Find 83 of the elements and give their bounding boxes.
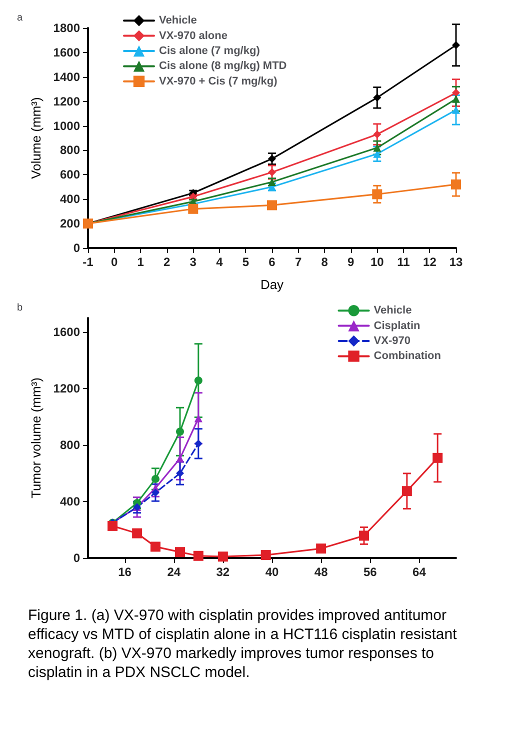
chart-title: b: [17, 302, 23, 314]
legend-label: Combination: [374, 350, 442, 362]
point: [372, 189, 382, 200]
point: [373, 130, 382, 138]
x-tick-label: 56: [363, 565, 378, 579]
x-tick-label: 48: [314, 565, 328, 579]
legend-label: VX-970 alone: [159, 30, 228, 42]
point: [151, 488, 160, 497]
point: [193, 550, 204, 561]
y-tick-label: 0: [73, 241, 80, 255]
x-tick-label: 12: [423, 255, 437, 269]
y-tick-label: 1200: [53, 94, 80, 108]
legend-label: Cisplatin: [374, 320, 421, 332]
point: [194, 414, 202, 422]
x-tick-label: -1: [82, 255, 94, 269]
point: [432, 452, 443, 463]
point: [150, 542, 160, 552]
point: [402, 486, 412, 496]
point: [108, 520, 118, 531]
x-tick-label: 32: [216, 565, 230, 579]
x-tick-label: 13: [449, 255, 463, 269]
x-tick-label: 8: [321, 255, 328, 269]
legend-label: Cis alone (7 mg/kg): [159, 45, 260, 57]
legend-label: Vehicle: [159, 14, 197, 27]
y-tick-label: 1800: [53, 21, 80, 35]
y-tick-label: 1000: [53, 118, 80, 133]
y-axis-title: Volume (mm³): [28, 97, 44, 179]
point: [194, 376, 202, 385]
y-tick-label: 1200: [53, 382, 80, 396]
x-tick-label: 7: [294, 255, 302, 269]
y-tick-label: 800: [60, 143, 80, 158]
point: [452, 94, 460, 103]
point: [373, 144, 382, 152]
x-tick-label: 6: [268, 255, 276, 269]
point: [359, 530, 369, 541]
point: [194, 440, 202, 448]
y-tick-label: 800: [60, 438, 80, 452]
point: [132, 528, 142, 538]
y-tick-label: 600: [60, 168, 80, 182]
y-tick-label: 400: [60, 494, 80, 509]
point: [176, 428, 184, 436]
y-tick-label: 0: [73, 551, 80, 565]
point: [452, 88, 460, 97]
y-tick-label: 400: [60, 192, 80, 206]
x-tick-label: 40: [265, 565, 279, 579]
point: [188, 204, 198, 214]
chart-title: a: [17, 12, 23, 24]
x-tick-label: 24: [167, 565, 181, 579]
x-tick-label: 16: [118, 565, 132, 579]
point: [316, 544, 326, 554]
x-tick-label: 11: [397, 255, 410, 269]
x-tick-label: 10: [370, 255, 384, 269]
point: [260, 550, 271, 560]
y-tick-label: 1400: [53, 70, 80, 84]
legend-label: Vehicle: [374, 304, 412, 317]
x-tick-label: 5: [242, 255, 250, 269]
point: [175, 547, 185, 558]
x-tick-label: 4: [216, 255, 224, 269]
legend-label: VX-970: [374, 335, 410, 347]
x-tick-label: 3: [190, 255, 197, 269]
point: [452, 106, 460, 114]
y-axis-title: Tumor volume (mm³): [28, 378, 44, 498]
x-tick-label: 9: [348, 255, 355, 269]
point: [176, 469, 184, 478]
y-tick-label: 200: [60, 216, 80, 231]
y-tick-label: 1600: [53, 325, 80, 340]
point: [218, 552, 228, 562]
legend-label: VX-970 + Cis (7 mg/kg): [159, 75, 278, 88]
x-tick-label: 2: [164, 255, 171, 269]
x-tick-label: 1: [137, 255, 144, 269]
point: [268, 168, 276, 176]
caption: Figure 1. (a) VX-970 with cisplatin provides improved antitumor efficacy vs MTD of cisplatin alone in a HCT116 cisplatin resistant xenograft. (b) VX-970 markedly improves tumor responses to cisplatin in a PDX NSCLC model.: [27, 606, 458, 682]
point: [451, 179, 461, 190]
point: [268, 154, 276, 163]
y-tick-label: 1600: [53, 45, 80, 60]
point: [267, 200, 277, 210]
point: [151, 474, 160, 483]
x-tick-label: 64: [412, 565, 426, 579]
point: [452, 41, 460, 50]
x-tick-label: 0: [110, 255, 118, 269]
legend-label: Cis alone (8 mg/kg) MTD: [159, 60, 287, 72]
point: [373, 94, 382, 102]
x-axis-title: Day: [260, 277, 284, 292]
